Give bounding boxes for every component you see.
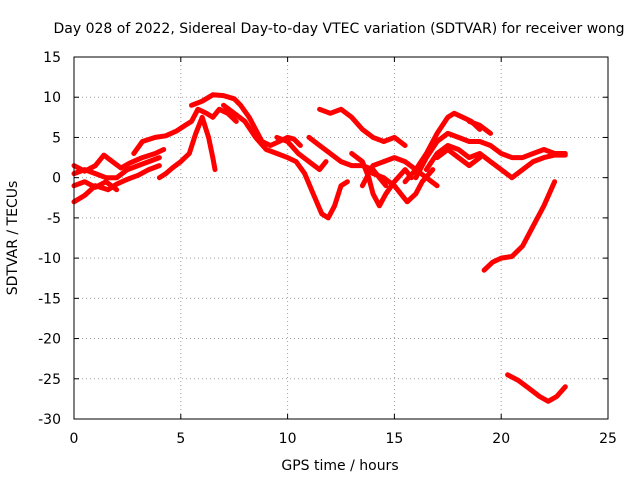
series-arc-20 <box>481 179 558 273</box>
series-arc-8 <box>221 102 350 221</box>
series-arc-14 <box>370 167 436 205</box>
x-tick-label: 5 <box>176 431 185 447</box>
x-tick-label: 20 <box>492 431 510 447</box>
y-axis-label: SDTVAR / TECUs <box>5 181 21 296</box>
x-tick-label: 10 <box>279 431 297 447</box>
plot-area-border <box>73 56 609 420</box>
x-tick-label: 0 <box>70 431 79 447</box>
series-arc-18 <box>434 147 483 169</box>
y-tick-label: -30 <box>38 412 61 428</box>
y-tick-label: -5 <box>47 211 61 227</box>
y-tick-label: 15 <box>43 50 61 66</box>
x-axis-label: GPS time / hours <box>281 458 398 474</box>
y-tick-label: 0 <box>52 171 61 187</box>
chart-title: Day 028 of 2022, Sidereal Day-to-day VTE… <box>54 21 625 37</box>
series-arc-9 <box>274 134 329 173</box>
y-tick-label: 5 <box>52 130 61 146</box>
series-arc-2 <box>71 147 167 174</box>
series-arc-12 <box>349 151 414 209</box>
axis-ticks: 0 5 10 15 20 25 -30 -25 -20 -15 -10 -5 0 5 10 15 <box>38 50 617 447</box>
series-arc-4 <box>71 179 120 193</box>
series-arc-17 <box>423 143 568 181</box>
series-arc-11 <box>317 106 408 148</box>
y-tick-label: -25 <box>38 372 61 388</box>
data-series <box>71 92 568 404</box>
series-arc-3 <box>71 163 162 205</box>
series-arc-19 <box>466 118 493 136</box>
series-arc-10 <box>306 134 389 189</box>
y-tick-label: -10 <box>38 251 61 267</box>
y-tick-label: 10 <box>43 90 61 106</box>
series-arc-21 <box>505 372 568 404</box>
y-tick-label: -20 <box>38 332 61 348</box>
x-tick-label: 25 <box>599 431 617 447</box>
series-arc-7 <box>189 92 303 148</box>
series-arc-6 <box>156 114 218 181</box>
series-arc-16 <box>413 130 568 181</box>
x-tick-label: 15 <box>385 431 403 447</box>
y-tick-label: -15 <box>38 291 61 307</box>
series-arc-5 <box>131 106 239 156</box>
